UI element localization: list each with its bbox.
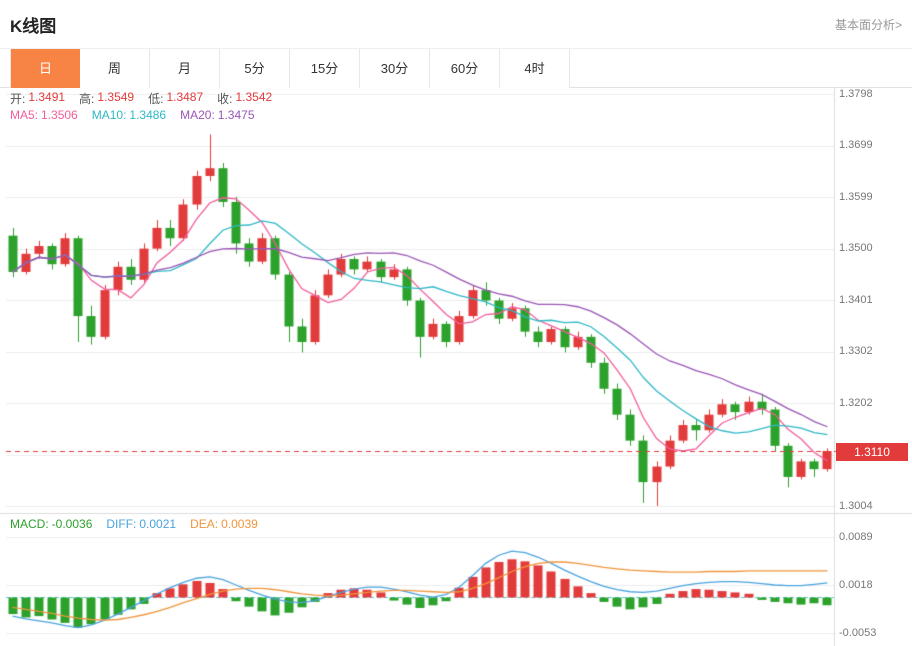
macd-info: MACD: -0.0036 xyxy=(10,517,93,531)
ma20-info: MA20: 1.3475 xyxy=(180,108,255,122)
y-axis-label: 1.3202 xyxy=(839,397,873,409)
page-title: K线图 xyxy=(10,16,57,36)
tab-5min[interactable]: 5分 xyxy=(220,49,290,88)
macd-info-row: MACD: -0.0036 DIFF: 0.0021 DEA: 0.0039 xyxy=(10,517,258,531)
ma-info-row: MA5: 1.3506 MA10: 1.3486 MA20: 1.3475 xyxy=(10,108,255,122)
y-axis-label: 1.3500 xyxy=(839,242,873,254)
header: K线图 基本面分析> xyxy=(0,0,912,48)
y-axis-label: 1.3699 xyxy=(839,139,873,151)
tab-4hour[interactable]: 4时 xyxy=(500,49,570,88)
close-info: 收: 1.3542 xyxy=(217,90,273,106)
fundamental-analysis-link[interactable]: 基本面分析> xyxy=(834,17,902,32)
diff-info: DIFF: 0.0021 xyxy=(106,517,177,531)
high-info: 高: 1.3549 xyxy=(79,90,135,106)
ma10-info: MA10: 1.3486 xyxy=(91,108,167,122)
macd-axis-label: 0.0089 xyxy=(839,531,873,543)
low-info: 低: 1.3487 xyxy=(148,90,204,106)
tab-month[interactable]: 月 xyxy=(150,49,220,88)
period-tabbar: 日 周 月 5分 15分 30分 60分 4时 xyxy=(0,48,912,88)
current-price-tag: 1.3110 xyxy=(836,442,908,461)
macd-axis-label: -0.0053 xyxy=(839,627,877,639)
dea-info: DEA: 0.0039 xyxy=(190,517,258,531)
ohlc-info-row: 开: 1.3491 高: 1.3549 低: 1.3487 收: 1.3542 xyxy=(10,90,272,107)
tab-15min[interactable]: 15分 xyxy=(290,49,360,88)
y-axis-label: 1.3798 xyxy=(839,88,873,100)
y-axis-label: 1.3004 xyxy=(839,500,873,512)
tab-week[interactable]: 周 xyxy=(80,49,150,88)
y-axis-label: 1.3302 xyxy=(839,345,873,357)
tab-day[interactable]: 日 xyxy=(10,49,80,88)
ma5-info: MA5: 1.3506 xyxy=(10,108,78,122)
tab-60min[interactable]: 60分 xyxy=(430,49,500,88)
open-info: 开: 1.3491 xyxy=(10,90,66,106)
y-axis-label: 1.3599 xyxy=(839,191,873,203)
y-axis-label: 1.3401 xyxy=(839,294,873,306)
macd-axis-label: 0.0018 xyxy=(839,579,873,591)
tab-30min[interactable]: 30分 xyxy=(360,49,430,88)
